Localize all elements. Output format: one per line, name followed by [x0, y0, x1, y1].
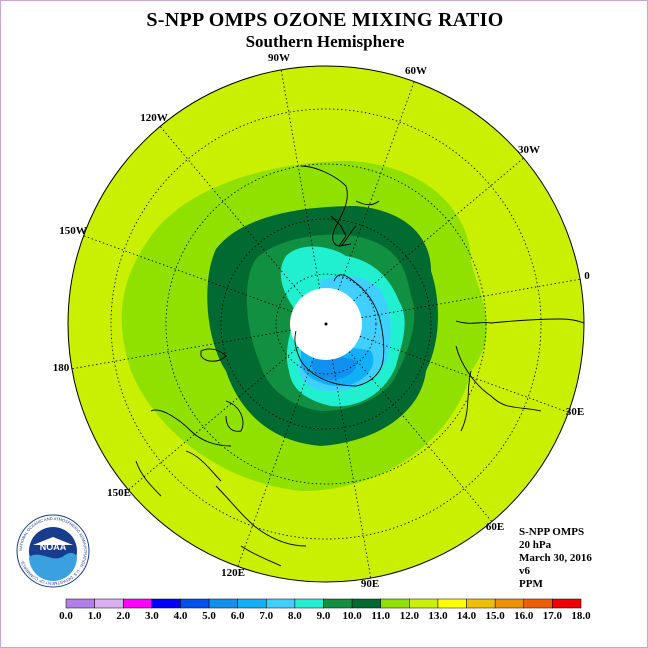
lon-label: 150E	[107, 487, 131, 499]
meridian-line	[237, 357, 315, 567]
graticule	[110, 108, 542, 540]
meridians	[71, 69, 581, 579]
south-pole-marker	[324, 322, 328, 326]
map-title: S-NPP OMPS OZONE MIXING RATIO	[146, 9, 504, 31]
lon-label: 60E	[486, 521, 504, 533]
longitude-labels: 90W 60W 30W 0 30E 60E 90E 120E 150E 180 …	[53, 52, 591, 590]
observation-date: March 30, 2016	[519, 552, 592, 564]
meridian-line	[159, 126, 304, 297]
lon-label: 90W	[268, 52, 290, 64]
meridian-line	[71, 329, 291, 370]
product-version: v6	[519, 565, 530, 577]
lon-label: 150W	[59, 225, 87, 237]
instrument-name: S-NPP OMPS	[519, 526, 585, 538]
pressure-level: 20 hPa	[519, 539, 552, 551]
meridian-line	[348, 351, 493, 522]
lon-label: 90E	[361, 578, 379, 590]
noaa-logo: NOAA NATIONAL OCEANIC AND ATMOSPHERIC AD…	[16, 514, 90, 588]
meridian-line	[280, 69, 321, 289]
meridian-line	[331, 359, 372, 579]
lon-label: 120W	[140, 112, 168, 124]
meridian-line	[128, 346, 299, 491]
lon-label: 60W	[405, 65, 427, 77]
meridian-line	[83, 235, 293, 313]
meridian-line	[337, 81, 415, 291]
map-boundary	[67, 65, 585, 583]
coastlines	[135, 165, 584, 567]
map-subtitle: Southern Hemisphere	[245, 32, 405, 51]
info-panel: S-NPP OMPS 20 hPa March 30, 2016 v6 PPM	[519, 526, 592, 591]
lon-label: 120E	[221, 567, 245, 579]
lon-label: 180	[53, 362, 70, 374]
meridian-line	[353, 157, 524, 302]
meridian-line	[359, 335, 569, 413]
lon-label: 30E	[566, 406, 584, 418]
lon-label: 0	[584, 270, 590, 282]
meridian-line	[361, 278, 581, 319]
logo-text: NOAA	[40, 542, 67, 552]
units: PPM	[519, 578, 543, 590]
lon-label: 30W	[518, 144, 540, 156]
